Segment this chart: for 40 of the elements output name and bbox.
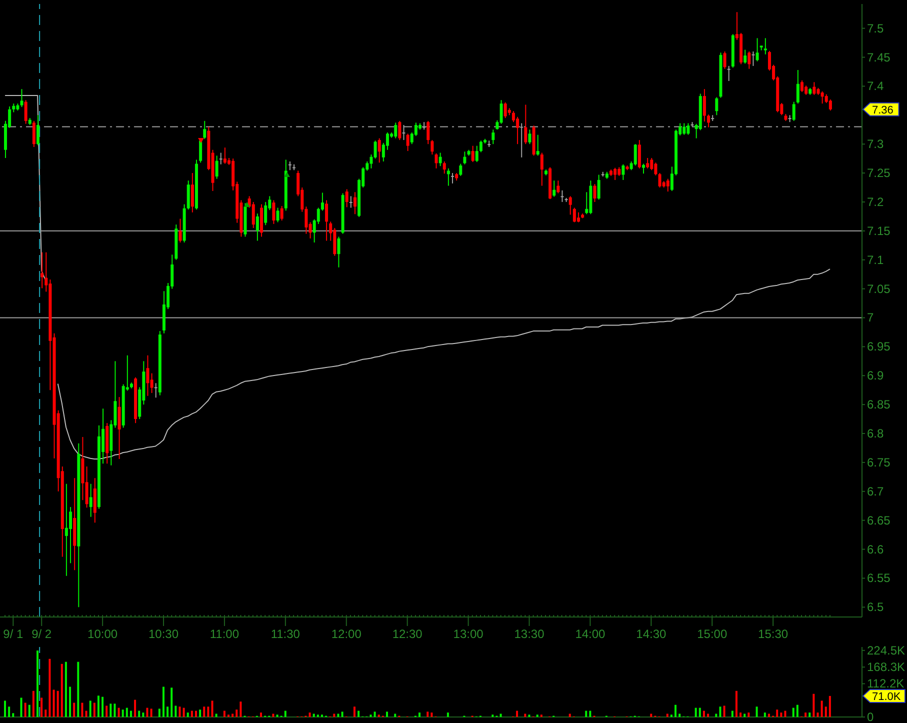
y-tick-label: 6.85	[867, 398, 891, 412]
y-tick-label: 6.5	[867, 600, 884, 614]
x-tick-label: 12:00	[331, 627, 362, 641]
x-tick-label: 11:00	[210, 627, 240, 641]
x-tick-label: 10:00	[88, 627, 118, 641]
x-tick-label: 12:30	[392, 627, 423, 641]
y-tick-label: 7.15	[867, 224, 891, 238]
x-tick-label: 14:00	[575, 627, 606, 641]
text: 71.0K	[872, 690, 902, 703]
y-tick-label: 6.65	[867, 513, 891, 528]
y-tick-label: 6.6	[867, 542, 884, 556]
y-tick-label: 6.75	[867, 455, 891, 470]
y-tick-label: 112.2K	[867, 676, 904, 691]
y-tick-label: 7	[867, 310, 874, 325]
y-tick-label: 7.05	[867, 282, 891, 296]
y-tick-label: 7.2	[867, 194, 884, 209]
x-tick-label: 10:30	[148, 627, 179, 641]
x-tick-label: 15:00	[697, 627, 728, 641]
y-tick-label: 6.55	[867, 571, 891, 586]
y-tick-label: 7.4	[867, 79, 884, 94]
x-tick-label: 13:30	[514, 627, 545, 641]
y-tick-label: 6.8	[867, 426, 884, 441]
y-tick-label: 7.3	[867, 137, 884, 152]
x-tick-label: 14:30	[636, 627, 667, 641]
y-tick-label: 6.95	[867, 340, 891, 354]
x-tick-label: 9/ 2	[32, 627, 52, 641]
x-tick-label: 15:30	[758, 627, 788, 641]
x-tick-label: 11:30	[270, 627, 300, 641]
y-tick-label: 7.45	[867, 50, 891, 64]
y-tick-label: 224.5K	[867, 643, 906, 658]
y-tick-label: 6.9	[867, 368, 884, 383]
y-tick-label: 7.25	[867, 166, 891, 180]
y-tick-label: 0	[867, 710, 874, 723]
x-tick-label: 13:00	[453, 627, 484, 641]
y-tick-label: 7.5	[867, 21, 884, 36]
y-tick-label: 7.1	[867, 252, 884, 267]
y-tick-label: 168.3K	[867, 660, 906, 674]
y-tick-label: 6.7	[867, 484, 884, 498]
text: 7.36	[872, 104, 894, 116]
x-tick-label: 9/ 1	[3, 627, 24, 641]
